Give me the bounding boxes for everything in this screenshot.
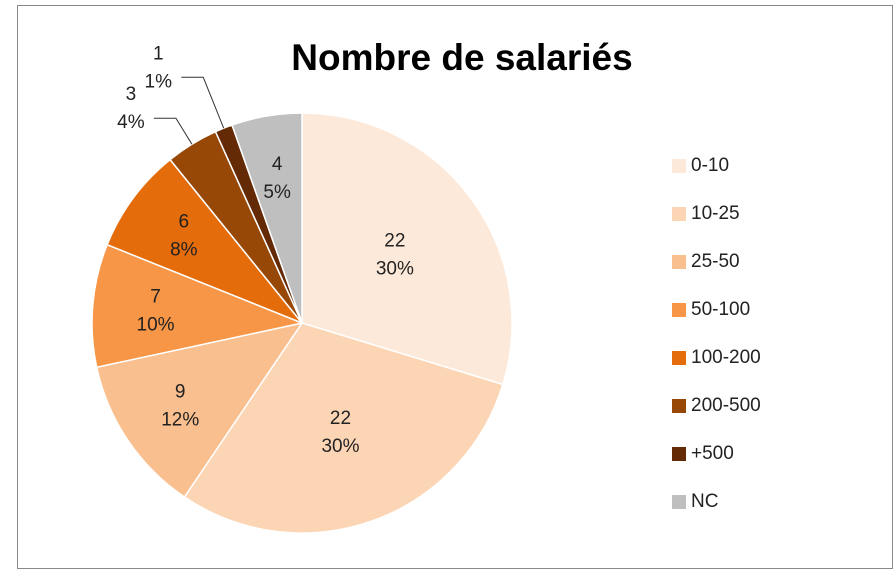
data-label-percent: 12% (161, 409, 199, 430)
legend-label: 200-500 (691, 395, 761, 416)
legend-label: 50-100 (691, 299, 750, 320)
pie-slice (95, 321, 304, 499)
chart-title: Nombre de salariés (291, 37, 632, 78)
pie-slice (106, 158, 305, 325)
legend-swatch (672, 399, 686, 413)
data-label-count: 9 (175, 381, 186, 402)
legend-label: 0-10 (691, 155, 729, 176)
legend-label: +500 (691, 443, 734, 464)
data-label-percent: 5% (263, 182, 291, 203)
data-label: 22 30% (321, 408, 359, 457)
data-label-count: 1 (153, 43, 164, 64)
pie-slice (301, 112, 513, 386)
data-label-count: 3 (126, 84, 137, 105)
legend-swatch (672, 255, 686, 269)
legend-label: 100-200 (691, 347, 761, 368)
data-label: 3 4% (117, 84, 145, 133)
legend-swatch (672, 351, 686, 365)
data-label: 6 8% (170, 212, 198, 261)
legend-swatch (672, 447, 686, 461)
leader-line (153, 117, 193, 145)
data-label-count: 4 (272, 154, 283, 175)
data-label-count: 22 (330, 408, 351, 429)
legend-swatch (672, 303, 686, 317)
data-label-percent: 30% (321, 436, 359, 457)
data-label-percent: 8% (170, 240, 198, 261)
data-label-percent: 30% (376, 258, 414, 279)
legend-swatch (672, 159, 686, 173)
legend-swatch (672, 495, 686, 509)
legend-swatch (672, 207, 686, 221)
data-label-count: 22 (384, 230, 405, 251)
data-label: 9 12% (161, 381, 199, 430)
data-label: 4 5% (263, 154, 291, 203)
leader-line (181, 76, 225, 129)
pie-slice (231, 112, 303, 324)
data-label: 7 10% (137, 287, 175, 336)
pie-slice (183, 322, 504, 534)
pie-slice (91, 243, 305, 369)
data-label-percent: 1% (145, 71, 173, 92)
legend-label: NC (691, 491, 718, 512)
data-label-count: 6 (179, 212, 190, 233)
data-label-percent: 4% (117, 112, 145, 133)
legend-label: 10-25 (691, 203, 740, 224)
data-label-count: 7 (150, 287, 161, 308)
data-label-percent: 10% (137, 315, 175, 336)
data-label: 22 30% (376, 230, 414, 279)
legend-label: 25-50 (691, 251, 740, 272)
data-label: 1 1% (145, 43, 173, 92)
